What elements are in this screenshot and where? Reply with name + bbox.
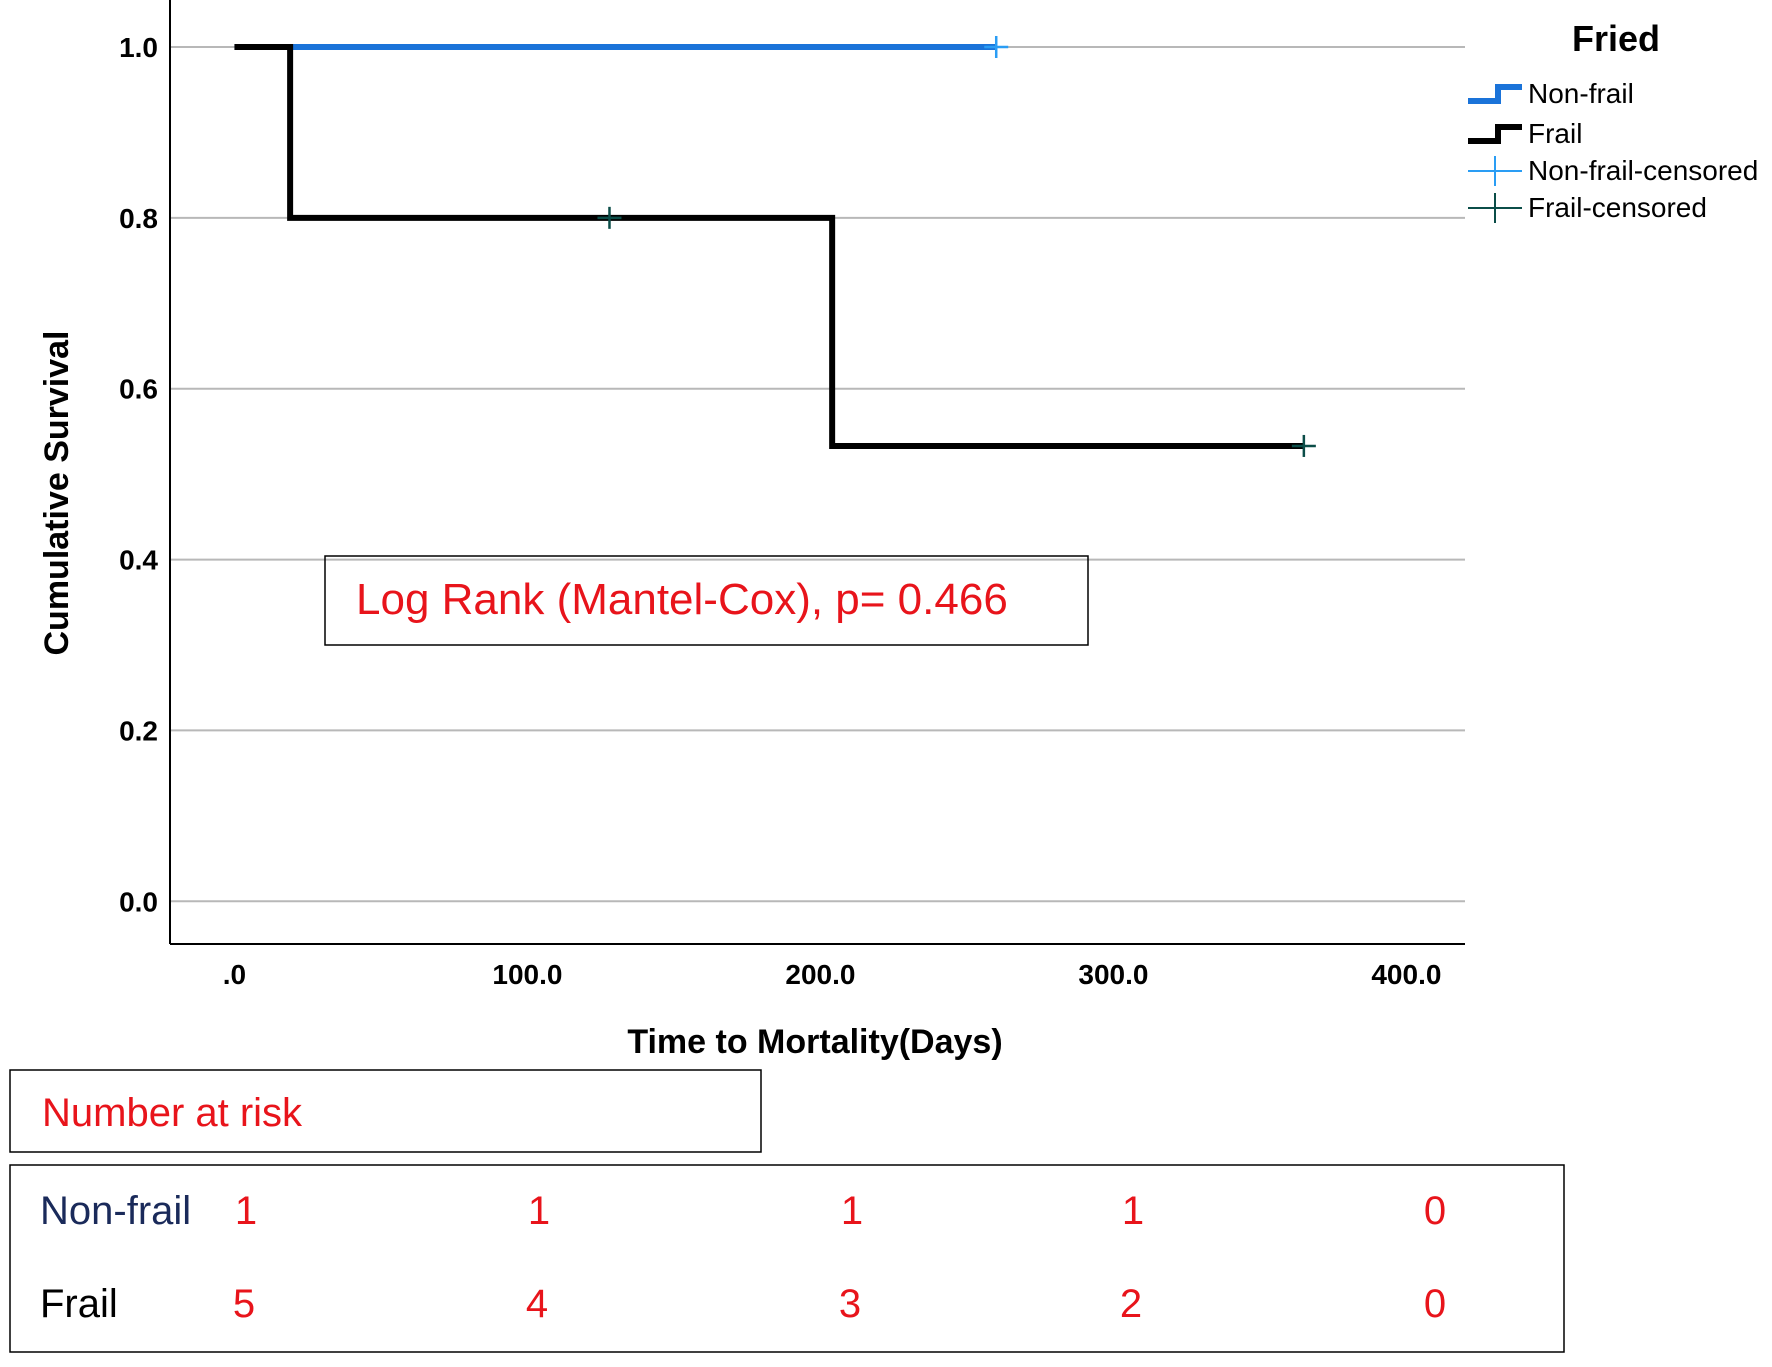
x-tick-labels: .0 100.0 200.0 300.0 400.0 [223,959,1442,990]
risk-value-frail-1: 4 [526,1282,548,1326]
risk-value-non-frail-2: 1 [841,1189,863,1233]
y-tick-labels: 0.0 0.2 0.4 0.6 0.8 1.0 [119,32,158,917]
legend: Fried Non-frail Frail Non-frail-censored… [1468,18,1758,223]
risk-row-label-non-frail: Non-frail [40,1189,191,1233]
risk-value-frail-2: 3 [839,1282,861,1326]
x-axis-title: Time to Mortality(Days) [627,1023,1002,1061]
x-tick-label-0: .0 [223,959,246,990]
risk-row-label-frail: Frail [40,1282,118,1326]
risk-value-frail-4: 0 [1424,1282,1446,1326]
censor-mark-frail-0 [597,206,622,229]
legend-label-non-frail: Non-frail [1528,78,1634,109]
y-axis-title: Cumulative Survival [38,330,76,655]
risk-table: Number at risk Non-frail Frail 1 1 1 1 0… [9,1069,1565,1353]
annotation-box [324,555,1089,646]
censor-mark-non-frail-0 [984,35,1009,58]
risk-value-frail-0: 5 [233,1282,255,1326]
censor-mark-frail-1 [1291,434,1316,457]
x-tick-label-1: 100.0 [492,959,562,990]
y-tick-label-4: 0.8 [119,203,158,234]
risk-value-non-frail-0: 1 [235,1189,257,1233]
log-rank-annotation: Log Rank (Mantel-Cox), p= 0.466 [356,575,1008,624]
y-tick-label-2: 0.4 [119,545,158,576]
survival-curves [234,35,1316,457]
y-tick-label-3: 0.6 [119,374,158,405]
axes [169,0,1465,945]
legend-label-frail-censored: Frail-censored [1528,192,1707,223]
risk-value-non-frail-3: 1 [1122,1189,1144,1233]
x-tick-label-3: 300.0 [1078,959,1148,990]
legend-label-frail: Frail [1528,118,1582,149]
x-tick-label-2: 200.0 [785,959,855,990]
risk-table-title-box [9,1069,762,1153]
risk-value-non-frail-1: 1 [528,1189,550,1233]
legend-marker-non-frail-censored [1468,156,1522,186]
legend-swatch-non-frail [1468,84,1522,104]
y-tick-label-1: 0.2 [119,715,158,746]
risk-table-title: Number at risk [42,1091,303,1135]
legend-title: Fried [1572,18,1660,59]
y-tick-label-0: 0.0 [119,886,158,917]
x-tick-label-4: 400.0 [1371,959,1441,990]
legend-swatch-frail [1468,124,1522,144]
risk-table-box [9,1164,1565,1353]
legend-label-non-frail-censored: Non-frail-censored [1528,155,1758,186]
survival-curve-frail [234,43,1304,449]
legend-marker-frail-censored [1468,193,1522,223]
grid-lines [170,45,1465,903]
risk-value-non-frail-4: 0 [1424,1189,1446,1233]
risk-value-frail-3: 2 [1120,1282,1142,1326]
y-tick-label-5: 1.0 [119,32,158,63]
